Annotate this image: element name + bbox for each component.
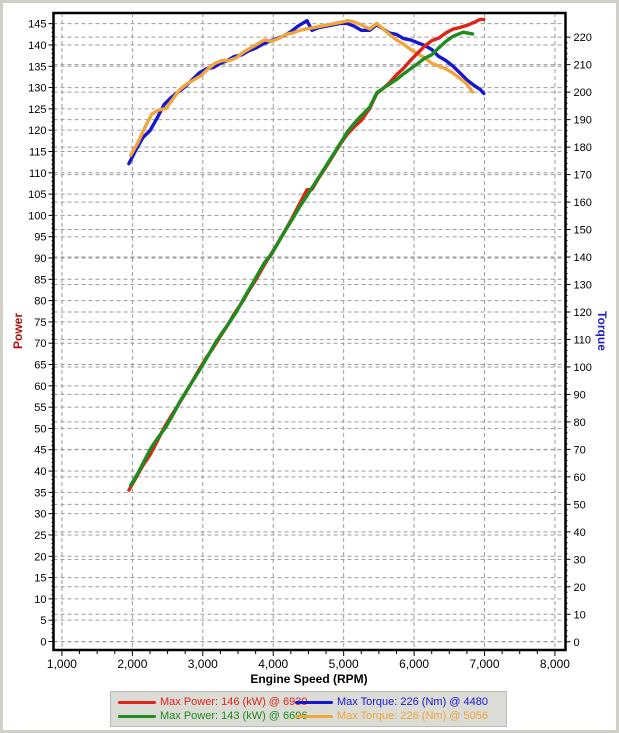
svg-text:0: 0 [40, 636, 46, 648]
svg-text:70: 70 [34, 338, 46, 350]
svg-text:5: 5 [40, 615, 46, 627]
orange-line-swatch [295, 714, 333, 718]
svg-text:35: 35 [34, 487, 46, 499]
svg-text:95: 95 [34, 232, 46, 244]
svg-text:120: 120 [28, 125, 46, 137]
svg-text:1,000: 1,000 [47, 657, 77, 671]
svg-text:125: 125 [28, 104, 46, 116]
svg-text:160: 160 [574, 197, 592, 209]
rpm-tick-labels: 1,000 2,000 3,000 4,000 5,000 6,000 7,000 8,000 [47, 657, 570, 671]
svg-text:40: 40 [34, 466, 46, 478]
svg-text:0: 0 [574, 637, 580, 649]
svg-text:80: 80 [574, 417, 586, 429]
legend-label-max-torque-run2: Max Torque: 226 (Nm) @ 5056 [337, 710, 488, 722]
svg-text:65: 65 [34, 360, 46, 372]
svg-text:40: 40 [574, 527, 586, 539]
svg-text:85: 85 [34, 274, 46, 286]
svg-text:15: 15 [34, 573, 46, 585]
svg-text:55: 55 [34, 402, 46, 414]
svg-text:75: 75 [34, 317, 46, 329]
svg-text:130: 130 [28, 83, 46, 95]
svg-text:3,000: 3,000 [188, 657, 218, 671]
svg-text:25: 25 [34, 530, 46, 542]
torque-tick-labels: 0 10 20 30 40 50 60 70 80 90 100 110 120 130 140 150 160… [574, 32, 592, 649]
rpm-axis-title: Engine Speed (RPM) [250, 672, 368, 686]
power-tick-labels: 0 5 10 15 20 25 30 35 40 45 50 55 60 65 70 75 80 85 90 95 10… [28, 19, 46, 649]
svg-text:60: 60 [34, 381, 46, 393]
legend-item-max-torque-run1: Max Torque: 226 (Nm) @ 4480 [295, 696, 506, 708]
svg-text:45: 45 [34, 445, 46, 457]
svg-text:220: 220 [574, 32, 592, 44]
svg-text:6,000: 6,000 [399, 657, 429, 671]
curve-max-power-run2 [128, 30, 475, 488]
svg-text:20: 20 [574, 582, 586, 594]
svg-text:180: 180 [574, 142, 592, 154]
svg-text:90: 90 [574, 389, 586, 401]
svg-text:2,000: 2,000 [117, 657, 147, 671]
svg-text:140: 140 [574, 252, 592, 264]
legend: Max Power: 146 (kW) @ 6939 Max Torque: 2… [110, 691, 507, 727]
svg-text:50: 50 [574, 499, 586, 511]
svg-text:105: 105 [28, 189, 46, 201]
svg-text:50: 50 [34, 423, 46, 435]
legend-label-max-torque-run1: Max Torque: 226 (Nm) @ 4480 [337, 696, 488, 708]
svg-text:115: 115 [29, 146, 47, 158]
svg-text:150: 150 [574, 225, 592, 237]
svg-text:60: 60 [574, 472, 586, 484]
svg-text:10: 10 [34, 594, 46, 606]
torque-axis-title: Torque [595, 311, 609, 351]
svg-text:90: 90 [34, 253, 46, 265]
legend-item-max-power-run1: Max Power: 146 (kW) @ 6939 [118, 696, 308, 708]
svg-text:120: 120 [574, 307, 592, 319]
svg-text:20: 20 [34, 551, 46, 563]
svg-text:130: 130 [574, 280, 592, 292]
svg-text:8,000: 8,000 [540, 657, 570, 671]
svg-text:210: 210 [574, 60, 592, 72]
gridlines [53, 13, 566, 650]
green-line-swatch [118, 714, 156, 718]
legend-label-max-power-run2: Max Power: 143 (kW) @ 6696 [160, 710, 308, 722]
plot-border [52, 11, 567, 652]
svg-text:7,000: 7,000 [469, 657, 499, 671]
svg-text:170: 170 [574, 170, 592, 182]
red-line-swatch [118, 700, 156, 704]
svg-text:4,000: 4,000 [258, 657, 288, 671]
svg-text:80: 80 [34, 296, 46, 308]
svg-text:110: 110 [574, 334, 592, 346]
svg-text:30: 30 [34, 509, 46, 521]
svg-text:5,000: 5,000 [329, 657, 359, 671]
svg-text:10: 10 [574, 609, 586, 621]
svg-text:30: 30 [574, 554, 586, 566]
svg-text:110: 110 [29, 168, 47, 180]
power-axis-title: Power [11, 312, 25, 350]
legend-label-max-power-run1: Max Power: 146 (kW) @ 6939 [160, 696, 308, 708]
blue-line-swatch [295, 700, 333, 704]
svg-text:200: 200 [574, 87, 592, 99]
svg-text:190: 190 [574, 115, 592, 127]
legend-item-max-power-run2: Max Power: 143 (kW) @ 6696 [118, 710, 308, 722]
svg-text:145: 145 [28, 19, 46, 31]
svg-text:70: 70 [574, 444, 586, 456]
svg-text:135: 135 [28, 61, 46, 73]
svg-text:140: 140 [28, 40, 46, 52]
legend-item-max-torque-run2: Max Torque: 226 (Nm) @ 5056 [295, 710, 506, 722]
svg-text:100: 100 [28, 210, 46, 222]
svg-text:100: 100 [574, 362, 592, 374]
